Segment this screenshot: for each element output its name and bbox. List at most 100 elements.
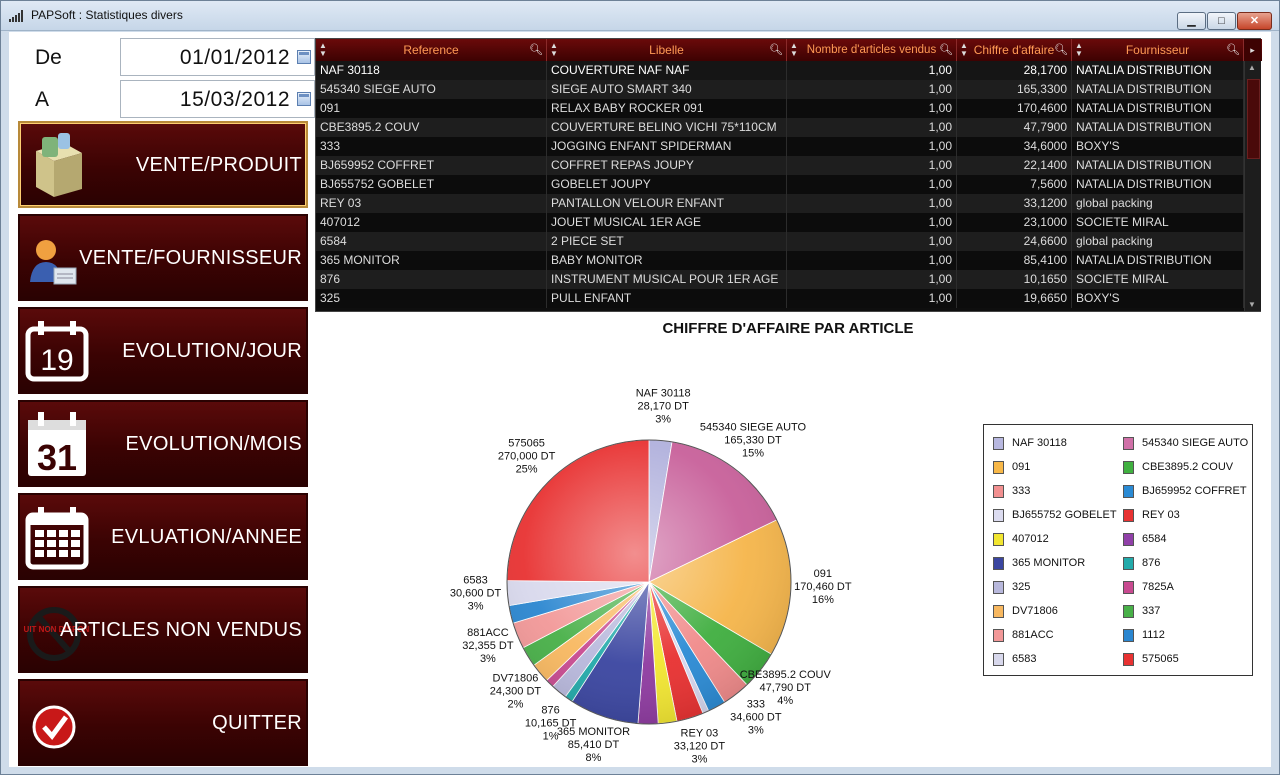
vente-produit-label: VENTE/PRODUIT	[135, 154, 302, 176]
legend-label: REY 03	[1142, 509, 1180, 521]
sort-icon[interactable]: ▲ ▼	[790, 41, 798, 58]
legend-label: 1112	[1142, 629, 1165, 641]
table-row[interactable]: CBE3895.2 COUV COUVERTURE BELINO VICHI 75…	[316, 118, 1244, 137]
pie-label-line: 8%	[586, 752, 602, 764]
pie-label-line: 165,330 DT	[724, 435, 782, 447]
table-cell: JOGGING ENFANT SPIDERMAN	[547, 137, 787, 156]
table-cell: BOXY'S	[1072, 289, 1244, 308]
table-cell: 1,00	[787, 194, 957, 213]
grid-vertical-scrollbar[interactable]: ▲ ▼	[1244, 61, 1261, 311]
pie-slice-label: 545340 SIEGE AUTO 165,330 DT 15%	[700, 422, 807, 460]
table-row[interactable]: 091 RELAX BABY ROCKER 091 1,00 170,4600 NATA…	[316, 99, 1244, 118]
sort-icon[interactable]: ▲ ▼	[550, 41, 558, 58]
check-circle-icon	[32, 705, 76, 749]
legend-label: 545340 SIEGE AUTO	[1142, 437, 1249, 449]
pie-label-line: 876	[541, 705, 559, 717]
calendar-picker-icon[interactable]	[297, 50, 311, 64]
articles-non-vendus-button[interactable]: PRODUIT NON DISPONIBLE ARTICLES NON VEND…	[18, 586, 308, 673]
table-row[interactable]: BJ659952 COFFRET COFFRET REPAS JOUPY 1,00 2…	[316, 156, 1244, 175]
date-to-field[interactable]: 15/03/2012	[120, 80, 315, 118]
pie-label-line: NAF 30118	[636, 388, 691, 400]
calendar-picker-icon[interactable]	[297, 92, 311, 106]
close-button[interactable]: ✕	[1237, 12, 1272, 30]
column-header-revenue[interactable]: ▲ ▼ Chiffre d'affaire 🔍︎	[957, 39, 1072, 61]
sales-grid[interactable]: ▲ ▼ Reference 🔍︎ ▲ ▼ Libelle 🔍︎ ▲ ▼ Nombre …	[315, 38, 1262, 312]
table-row[interactable]: NAF 30118 COUVERTURE NAF NAF 1,00 28,1700 NA…	[316, 61, 1244, 80]
table-cell: PULL ENFANT	[547, 289, 787, 308]
sort-icon[interactable]: ▲ ▼	[960, 41, 968, 58]
calendar-month-number: 31	[37, 437, 77, 478]
column-header-quantity[interactable]: ▲ ▼ Nombre d'articles vendus 🔍︎	[787, 39, 957, 61]
table-cell: 1,00	[787, 118, 957, 137]
column-scroll-right-icon[interactable]: ▸	[1244, 39, 1261, 61]
column-header-label: Fournisseur	[1125, 43, 1190, 57]
date-from-field[interactable]: 01/01/2012	[120, 38, 315, 76]
table-row[interactable]: 333 JOGGING ENFANT SPIDERMAN 1,00 34,6000 BO…	[316, 137, 1244, 156]
table-cell: 85,4100	[957, 251, 1072, 270]
search-icon[interactable]: 🔍︎	[1054, 44, 1068, 56]
signal-bars-icon	[9, 10, 25, 22]
articles-non-vendus-label: ARTICLES NON VENDUS	[59, 619, 302, 641]
pie-label-line: 85,410 DT	[568, 739, 620, 751]
table-cell: global packing	[1072, 232, 1244, 251]
search-icon[interactable]: 🔍︎	[769, 44, 783, 56]
date-from-label: De	[35, 46, 62, 69]
sort-icon[interactable]: ▲ ▼	[319, 41, 327, 58]
search-icon[interactable]: 🔍︎	[529, 44, 543, 56]
table-cell: 1,00	[787, 156, 957, 175]
table-row[interactable]: BJ655752 GOBELET GOBELET JOUPY 1,00 7,5600 N…	[316, 175, 1244, 194]
search-icon[interactable]: 🔍︎	[939, 44, 953, 56]
scrollbar-thumb[interactable]	[1247, 79, 1260, 159]
pie-label-line: 6583	[463, 575, 487, 587]
pie-slice-label: 365 MONITOR 85,410 DT 8%	[557, 726, 630, 764]
date-from-value: 01/01/2012	[179, 46, 290, 69]
unavailable-badge-text: PRODUIT NON DISPONIBLE	[24, 625, 90, 634]
evolution-jour-button[interactable]: 19 EVOLUTION/JOUR	[18, 307, 308, 394]
column-header-libelle[interactable]: ▲ ▼ Libelle 🔍︎	[547, 39, 787, 61]
client-area: De 01/01/2012 A 15/03/2012 VENTE/PRODUIT	[9, 32, 1271, 767]
vente-produit-button[interactable]: VENTE/PRODUIT	[18, 121, 308, 208]
column-header-reference[interactable]: ▲ ▼ Reference 🔍︎	[316, 39, 547, 61]
table-row[interactable]: 545340 SIEGE AUTO SIEGE AUTO SMART 340 1,0…	[316, 80, 1244, 99]
legend-swatch	[1123, 629, 1134, 642]
quitter-button[interactable]: QUITTER	[18, 679, 308, 766]
table-cell: 1,00	[787, 232, 957, 251]
title-bar[interactable]: PAPSoft : Statistiques divers ▁ □ ✕	[1, 1, 1279, 31]
table-row[interactable]: 365 MONITOR BABY MONITOR 1,00 85,4100 NATALI…	[316, 251, 1244, 270]
table-cell: SOCIETE MIRAL	[1072, 270, 1244, 289]
pie-label-line: 3%	[480, 653, 496, 665]
pie-label-line: 15%	[742, 448, 764, 460]
table-row[interactable]: 407012 JOUET MUSICAL 1ER AGE 1,00 23,1000 SO…	[316, 213, 1244, 232]
legend-label: 091	[1012, 461, 1031, 473]
pie-label-line: 3%	[655, 414, 671, 426]
table-row[interactable]: 876 INSTRUMENT MUSICAL POUR 1ER AGE 1,00 10…	[316, 270, 1244, 289]
search-icon[interactable]: 🔍︎	[1226, 44, 1240, 56]
table-row[interactable]: 325 PULL ENFANT 1,00 19,6650 BOXY'S	[316, 289, 1244, 308]
legend-swatch	[1123, 557, 1134, 570]
legend-label: 6583	[1012, 653, 1037, 665]
evolution-annee-button[interactable]: EVLUATION/ANNEE	[18, 493, 308, 580]
vente-fournisseur-button[interactable]: VENTE/FOURNISSEUR	[18, 214, 308, 301]
table-row[interactable]: REY 03 PANTALLON VELOUR ENFANT 1,00 33,1200…	[316, 194, 1244, 213]
pie-label-line: 3%	[691, 754, 707, 766]
chart-title: CHIFFRE D'AFFAIRE PAR ARTICLE	[662, 320, 914, 337]
scroll-up-icon[interactable]: ▲	[1248, 63, 1256, 72]
maximize-button[interactable]: □	[1207, 12, 1236, 30]
date-to-row: A 15/03/2012	[17, 80, 315, 118]
calendar-month-icon: 31	[28, 412, 86, 478]
sort-icon[interactable]: ▲ ▼	[1075, 41, 1083, 58]
legend-label: 337	[1142, 605, 1161, 617]
vente-fournisseur-label: VENTE/FOURNISSEUR	[79, 247, 302, 269]
pie-slice-label: 876 10,165 DT 1%	[525, 705, 577, 743]
pie-slice-label: 333 34,600 DT 3%	[730, 698, 782, 736]
evolution-mois-button[interactable]: 31 EVOLUTION/MOIS	[18, 400, 308, 487]
column-header-fournisseur[interactable]: ▲ ▼ Fournisseur 🔍︎	[1072, 39, 1244, 61]
minimize-button[interactable]: ▁	[1177, 12, 1206, 30]
table-row[interactable]: 6584 2 PIECE SET 1,00 24,6600 global packing	[316, 232, 1244, 251]
table-cell: NATALIA DISTRIBUTION	[1072, 175, 1244, 194]
table-cell: INSTRUMENT MUSICAL POUR 1ER AGE	[547, 270, 787, 289]
legend-label: 7825A	[1142, 581, 1174, 593]
pie-slice-label: CBE3895.2 COUV 47,790 DT 4%	[740, 669, 832, 707]
scroll-down-icon[interactable]: ▼	[1248, 300, 1256, 309]
table-cell: CBE3895.2 COUV	[316, 118, 547, 137]
